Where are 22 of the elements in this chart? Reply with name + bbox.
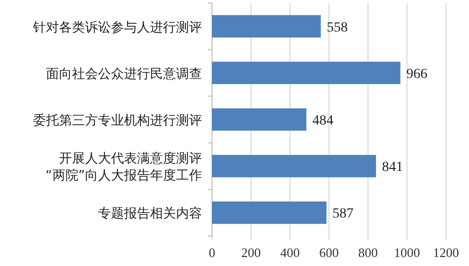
bar (212, 108, 306, 131)
y-tick-label: 委托第三方专业机构进行测评 (33, 112, 202, 128)
data-label: 841 (382, 160, 403, 176)
data-label: 558 (326, 20, 348, 36)
data-label: 966 (406, 66, 428, 82)
y-tick-label: 开展人大代表满意度测评 “两院”向人大报告年度工作 (46, 150, 202, 184)
x-tick-label: 600 (319, 245, 339, 260)
y-tick-label: 专题报告相关内容 (98, 206, 202, 222)
x-tick-label: 1000 (394, 245, 420, 260)
x-tick-label: 0 (208, 245, 216, 260)
x-tick-label: 800 (358, 245, 378, 260)
x-tick-label: 400 (280, 245, 300, 260)
data-label: 587 (332, 206, 354, 222)
bar (212, 62, 400, 84)
bar (212, 154, 376, 178)
y-tick-label: 针对各类诉讼参与人进行测评 (32, 20, 202, 36)
bar (212, 15, 321, 38)
data-label: 484 (312, 114, 334, 128)
y-tick-label: 面向社会公众进行民意调查 (46, 66, 202, 82)
x-tick-label: 1200 (433, 245, 459, 260)
bar (212, 202, 326, 224)
x-tick-label: 200 (241, 245, 261, 260)
